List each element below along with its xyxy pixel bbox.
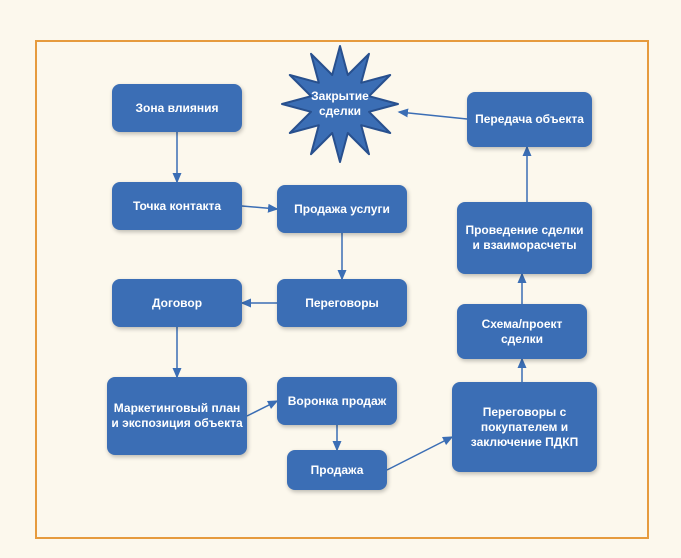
- node-label: Передача объекта: [475, 112, 584, 127]
- diagram-frame: Зона влияния Точка контакта Продажа услу…: [35, 40, 649, 539]
- node-label: Договор: [152, 296, 202, 311]
- node-label: Переговоры: [305, 296, 379, 311]
- node-marketing-plan: Маркетинговый план и экспозиция объекта: [107, 377, 247, 455]
- node-zone: Зона влияния: [112, 84, 242, 132]
- node-label: Проведение сделки и взаиморасчеты: [461, 223, 588, 253]
- node-label: Точка контакта: [133, 199, 221, 214]
- node-deal-execution: Проведение сделки и взаиморасчеты: [457, 202, 592, 274]
- node-scheme: Схема/проект сделки: [457, 304, 587, 359]
- node-transfer: Передача объекта: [467, 92, 592, 147]
- burst-label-line2: сделки: [319, 104, 361, 119]
- node-label: Переговоры с покупателем и заключение ПД…: [456, 405, 593, 450]
- node-negotiations: Переговоры: [277, 279, 407, 327]
- node-buyer-negotiations: Переговоры с покупателем и заключение ПД…: [452, 382, 597, 472]
- burst-label-line1: Закрытие: [311, 89, 369, 104]
- node-sell-service: Продажа услуги: [277, 185, 407, 233]
- node-label: Зона влияния: [136, 101, 219, 116]
- node-label: Маркетинговый план и экспозиция объекта: [111, 401, 243, 431]
- node-label: Продажа услуги: [294, 202, 390, 217]
- node-closing-deal: Закрытие сделки: [300, 84, 380, 124]
- node-label: Продажа: [311, 463, 364, 478]
- node-sale: Продажа: [287, 450, 387, 490]
- node-label: Схема/проект сделки: [461, 317, 583, 347]
- node-touch: Точка контакта: [112, 182, 242, 230]
- node-label: Воронка продаж: [288, 394, 386, 409]
- node-contract: Договор: [112, 279, 242, 327]
- node-sales-funnel: Воронка продаж: [277, 377, 397, 425]
